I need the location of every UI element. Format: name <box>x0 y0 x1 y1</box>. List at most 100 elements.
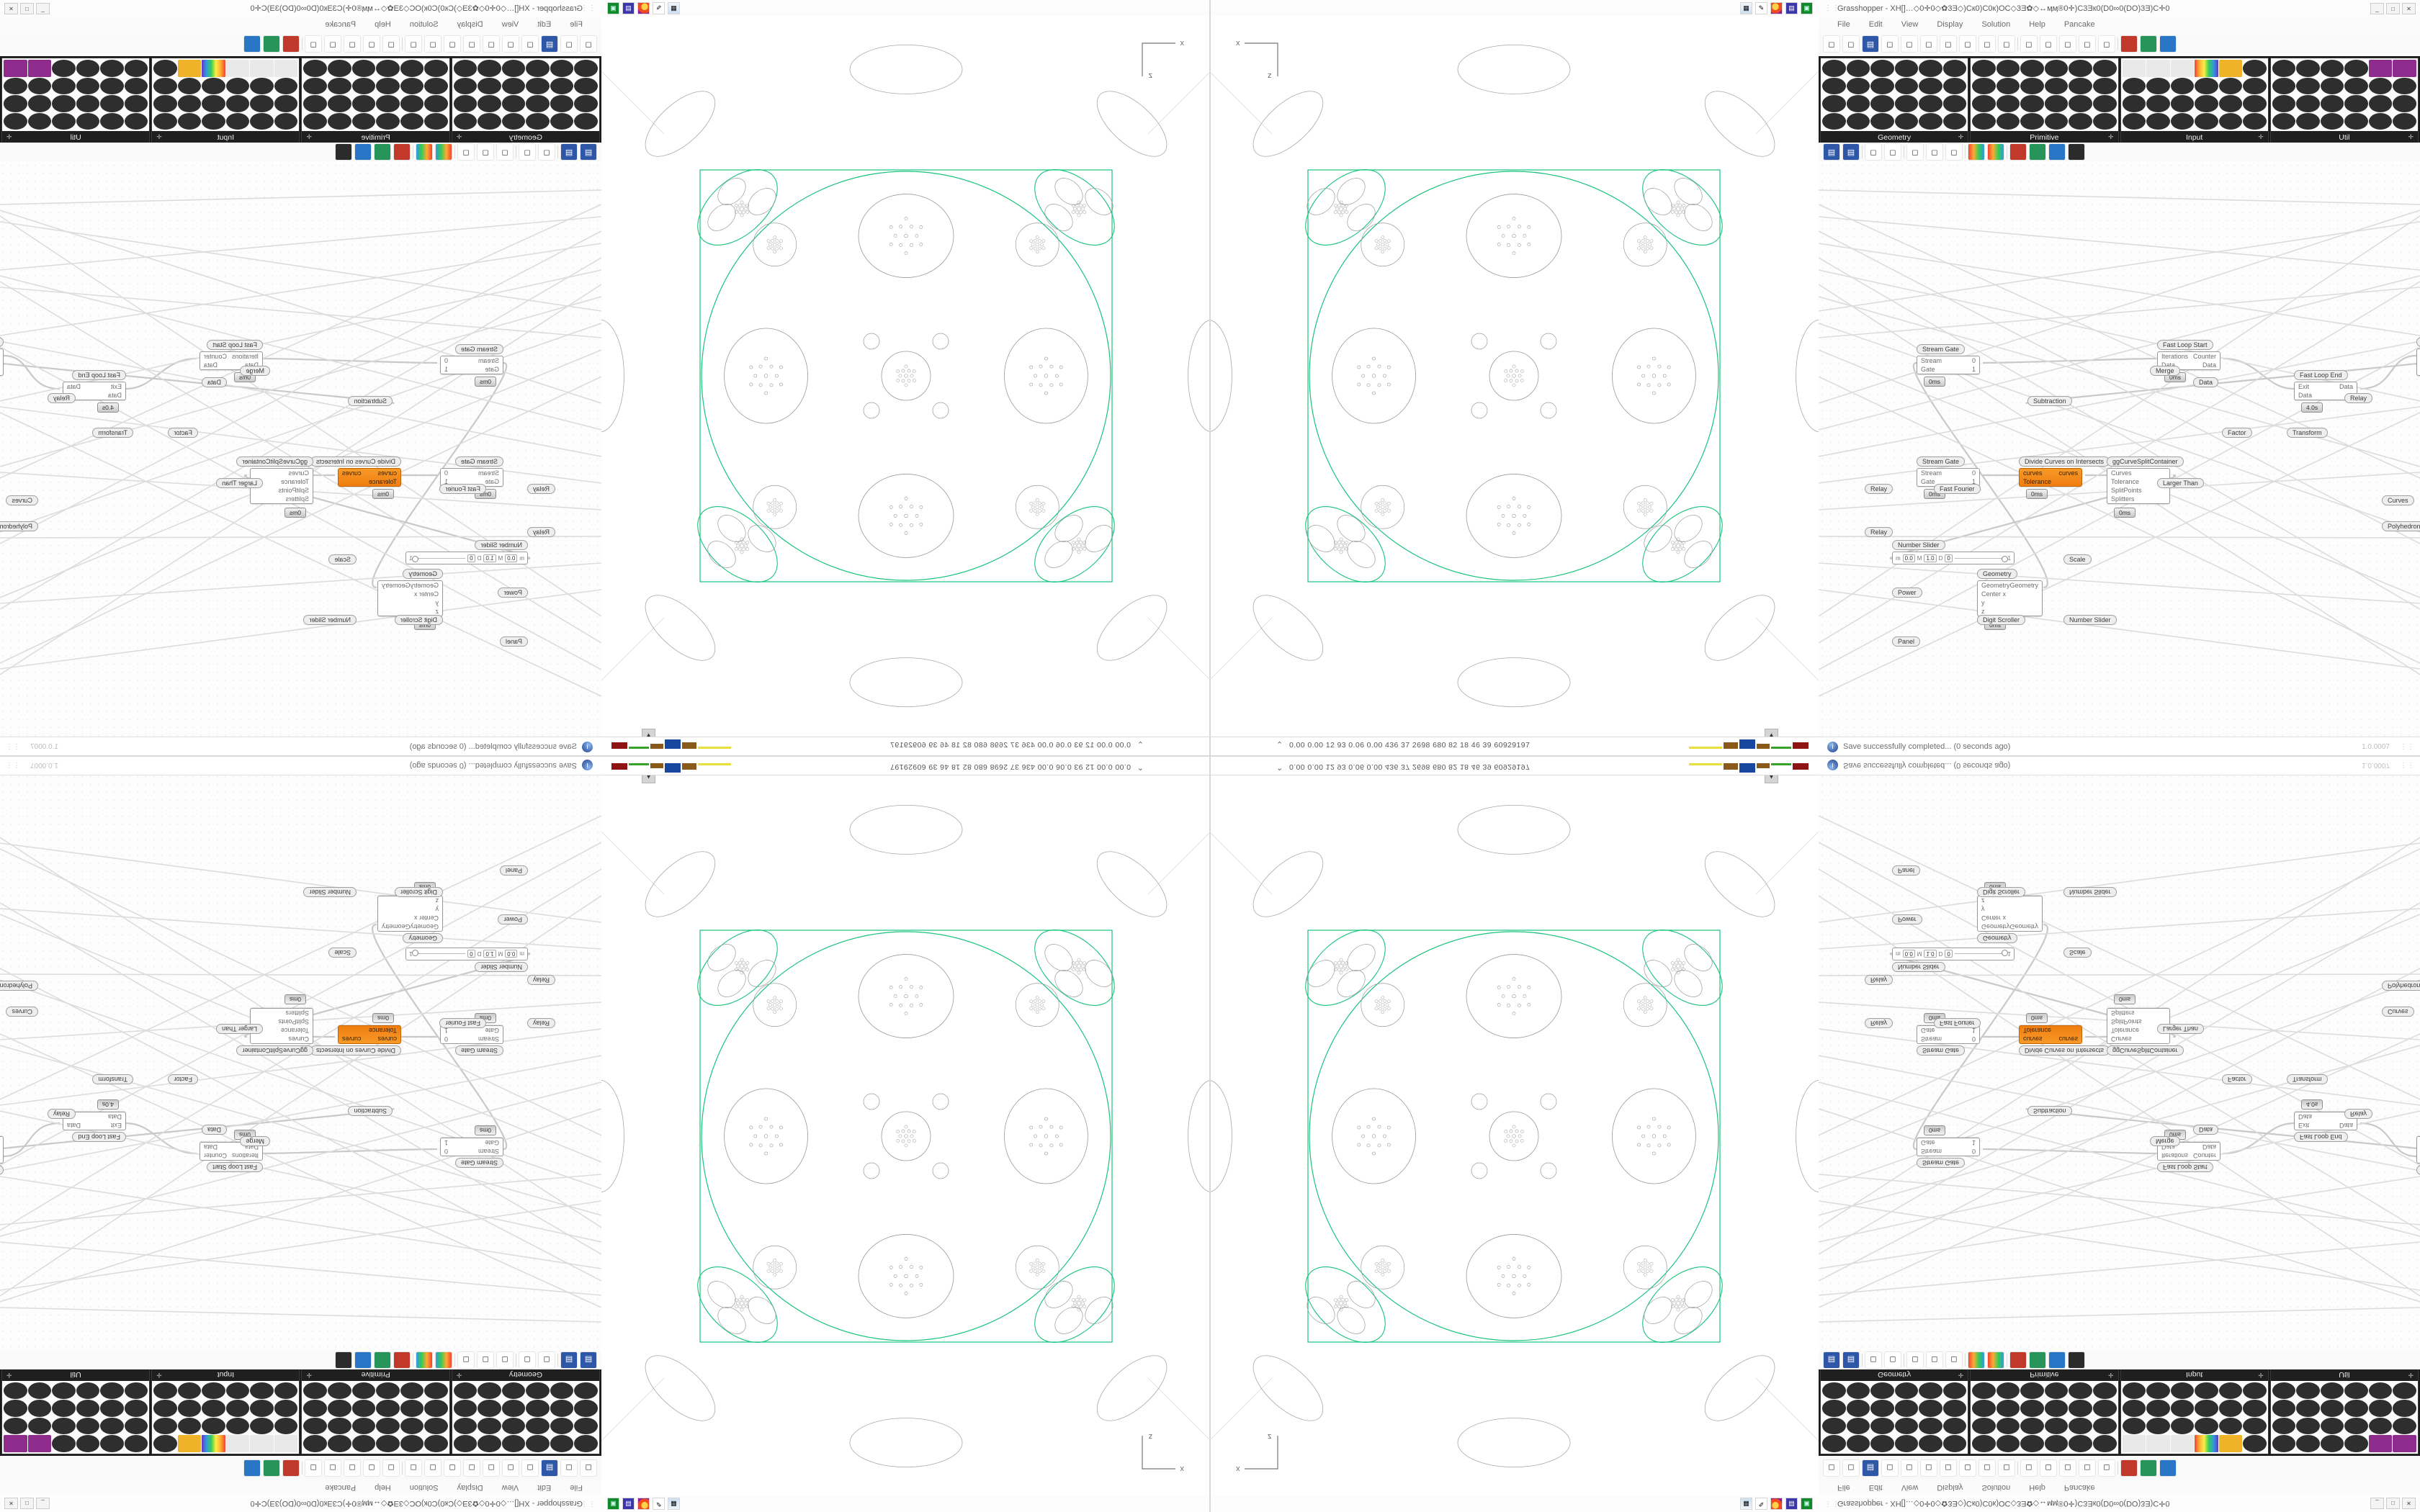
ribbon-component-icon[interactable] <box>250 95 274 112</box>
ribbon-component-icon[interactable] <box>76 1418 100 1435</box>
preview-off-icon[interactable]: ◻ <box>444 35 461 53</box>
menu-item-solution[interactable]: Solution <box>409 1483 439 1492</box>
node-output-param[interactable]: Data <box>2202 1143 2216 1151</box>
ribbon-component-icon[interactable] <box>2243 1400 2267 1417</box>
ribbon-component-icon[interactable] <box>2044 60 2069 77</box>
ribbon-component-icon[interactable] <box>328 1400 351 1417</box>
ribbon-component-icon[interactable] <box>526 112 550 130</box>
save-icon[interactable]: ▤ <box>1823 143 1840 161</box>
ribbon-component-icon[interactable] <box>376 112 400 130</box>
ribbon-panel-geometry[interactable]: Geometry ✛ <box>1820 1368 1969 1454</box>
ribbon-component-icon[interactable] <box>2218 95 2243 112</box>
ribbon-component-icon[interactable] <box>76 1382 100 1400</box>
ribbon-component-icon[interactable] <box>2092 1418 2117 1435</box>
node-input-param[interactable]: Gate <box>485 1139 499 1146</box>
ribbon-component-icon[interactable] <box>100 1418 124 1435</box>
menu-item-solution[interactable]: Solution <box>1981 20 2011 29</box>
ribbon-component-icon[interactable] <box>550 1418 574 1435</box>
node-label-digit-scroller[interactable]: Digit Scroller <box>394 615 443 625</box>
gem-red-icon[interactable] <box>282 35 300 53</box>
node-label-power[interactable]: Power <box>1892 914 1922 924</box>
ribbon-component-icon[interactable] <box>376 1400 400 1417</box>
node-label-merge[interactable]: Merge <box>2150 366 2180 376</box>
ribbon-component-icon[interactable] <box>2020 95 2044 112</box>
floppy-save-icon[interactable]: ▤ <box>1785 2 1798 14</box>
node-input-param[interactable]: Center x <box>1981 590 2007 598</box>
zoom-icon[interactable]: ◻ <box>405 1459 422 1477</box>
node-label-panel[interactable]: Panel <box>499 636 528 647</box>
ribbon-component-icon[interactable] <box>550 95 574 112</box>
ribbon-component-icon[interactable] <box>225 60 250 77</box>
gem-cyan-icon[interactable] <box>2048 143 2066 161</box>
ribbon-component-icon[interactable] <box>1919 112 1942 130</box>
ribbon-component-icon[interactable] <box>424 1418 448 1435</box>
node-output-param[interactable]: Counter <box>2192 353 2216 360</box>
ribbon-panel-expand-icon[interactable]: ✛ <box>2408 1372 2414 1379</box>
ribbon-component-icon[interactable] <box>4 77 27 94</box>
floppy-save-icon[interactable]: ▤ <box>622 2 635 14</box>
bake-icon[interactable]: ◻ <box>1901 35 1918 53</box>
node-label-curves[interactable]: Curves <box>2382 1007 2414 1017</box>
node-input-param[interactable]: Tolerance <box>2111 478 2140 485</box>
ribbon-component-icon[interactable] <box>2170 112 2195 130</box>
node-label-stream-gate-top[interactable]: Stream Gate <box>1917 1158 1966 1168</box>
ribbon-component-icon[interactable] <box>2320 1418 2344 1435</box>
ribbon-component-icon[interactable] <box>478 77 501 94</box>
node-input-param[interactable]: Gate <box>1921 478 1935 485</box>
grasshopper-toolbar-bottom[interactable]: ▤ ▤ ◻ ◻ ◻ ◻ ◻ <box>0 1350 601 1369</box>
ribbon-component-icon[interactable] <box>574 95 598 112</box>
ribbon-panel-expand-icon[interactable]: ✛ <box>2107 1372 2114 1379</box>
ribbon-component-icon[interactable] <box>1996 77 2020 94</box>
rhino-toolbar-icons[interactable]: ▦ ✎ ▤ ▣ <box>607 2 680 14</box>
ribbon-component-icon[interactable] <box>2044 1435 2069 1452</box>
ribbon-component-icon[interactable] <box>202 112 225 130</box>
file-new-icon[interactable]: ◻ <box>580 35 597 53</box>
ribbon-component-icon[interactable] <box>100 60 124 77</box>
ribbon-component-icon[interactable] <box>2122 1435 2146 1452</box>
ribbon-component-icon[interactable] <box>2296 1418 2320 1435</box>
ribbon-component-icon[interactable] <box>27 1382 52 1400</box>
slider-knob[interactable] <box>2001 950 2008 957</box>
menu-item-file[interactable]: File <box>1837 20 1850 29</box>
grasshopper-canvas[interactable]: Relay Relay Stream Gate Stream 0 Gate 1 0ms Divi… <box>0 161 601 737</box>
maximize-button[interactable]: □ <box>2386 3 2400 14</box>
ribbon-panel-geometry[interactable]: Geometry ✛ <box>1820 58 1969 144</box>
ribbon-component-icon[interactable] <box>177 1435 202 1452</box>
node-input-param[interactable]: Stream <box>1921 1035 1942 1043</box>
ribbon-component-icon[interactable] <box>2122 1382 2146 1400</box>
ribbon-panel-input[interactable]: Input ✛ <box>2120 58 2269 144</box>
ribbon-component-icon[interactable] <box>2393 1418 2416 1435</box>
ribbon-component-icon[interactable] <box>400 1418 424 1435</box>
ribbon-component-icon[interactable] <box>2218 60 2243 77</box>
node-stream-gate-top[interactable]: Stream 0 Gate 1 <box>1917 356 1980 374</box>
ribbon-component-icon[interactable] <box>52 77 76 94</box>
ribbon-component-icon[interactable] <box>202 1418 225 1435</box>
preview-icon[interactable]: ◻ <box>496 143 514 161</box>
ribbon-panel-caption[interactable]: Util ✛ <box>2 1369 150 1381</box>
ribbon-panel-input[interactable]: Input ✛ <box>151 58 300 144</box>
node-output-param[interactable]: 0 <box>1971 357 1976 364</box>
node-output-param[interactable]: 0 <box>1971 469 1976 477</box>
ribbon-component-icon[interactable] <box>328 112 351 130</box>
node-label-fast-loop-start[interactable]: Fast Loop Start <box>2157 340 2213 350</box>
ribbon-icon-grid[interactable] <box>152 1381 299 1454</box>
ribbon-component-icon[interactable] <box>4 1435 27 1452</box>
ribbon-component-icon[interactable] <box>52 1435 76 1452</box>
node-label-polyhedron[interactable]: Polyhedron <box>0 521 38 531</box>
ribbon-component-icon[interactable] <box>2195 1400 2218 1417</box>
ribbon-component-icon[interactable] <box>400 112 424 130</box>
ribbon-panel-expand-icon[interactable]: ✛ <box>456 1372 462 1379</box>
floppy-icon[interactable]: ▤ <box>560 143 578 161</box>
ribbon-component-icon[interactable] <box>124 1418 148 1435</box>
ribbon-panel-util[interactable]: Util ✛ <box>2269 1368 2419 1454</box>
ribbon-component-icon[interactable] <box>153 112 177 130</box>
ribbon-icon-grid[interactable] <box>152 58 299 131</box>
ribbon-component-icon[interactable] <box>501 112 526 130</box>
node-input-param[interactable]: y <box>1981 599 1985 606</box>
ribbon-component-icon[interactable] <box>328 95 351 112</box>
calculator-icon[interactable]: ▦ <box>1740 1498 1752 1510</box>
calculator-icon[interactable]: ▦ <box>1740 2 1752 14</box>
ribbon-icon-grid[interactable] <box>2 58 149 131</box>
minimize-button[interactable]: _ <box>36 3 50 14</box>
